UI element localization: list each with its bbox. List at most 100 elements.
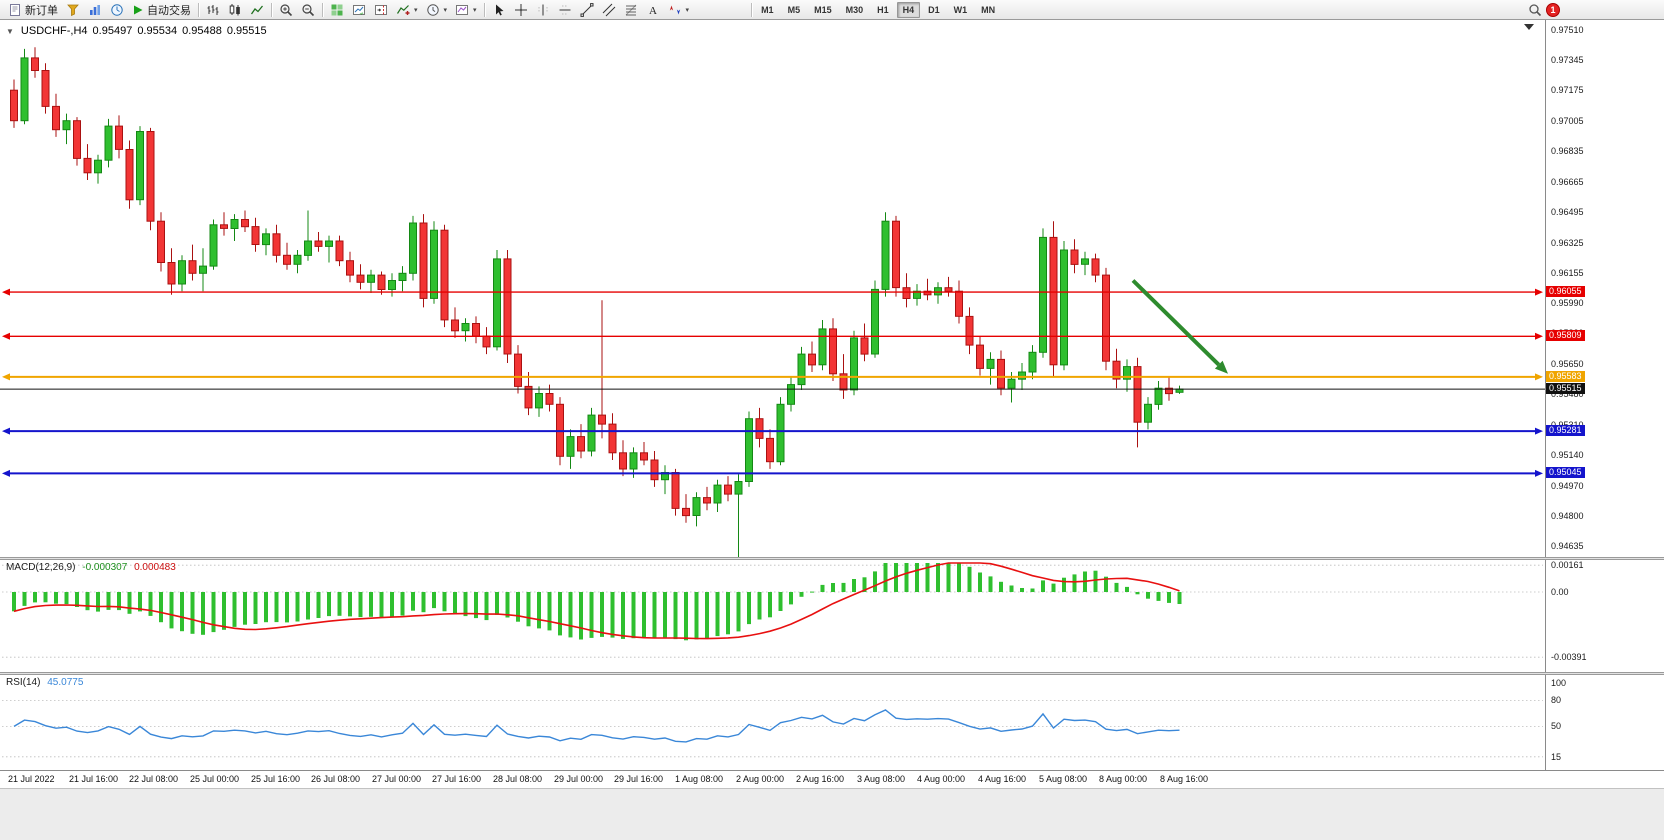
zoom-out-icon [302, 3, 315, 16]
time-axis-label: 25 Jul 00:00 [190, 774, 240, 784]
macd-plot[interactable] [0, 560, 1545, 672]
horizontal-line-object[interactable] [2, 373, 1543, 381]
indicators-button[interactable]: ▾ [392, 1, 422, 19]
timeframe-button-w1[interactable]: W1 [953, 4, 968, 15]
vertical-line-tool-button[interactable] [532, 1, 554, 19]
macd-main-value: -0.000307 [82, 562, 128, 573]
tile-windows-button[interactable] [326, 1, 348, 19]
auto-scroll-button[interactable] [348, 1, 370, 19]
price-level-badge: 0.95583 [1546, 370, 1585, 382]
price-axis-label: 0.97510 [1551, 25, 1584, 35]
bar-chart-mode-button[interactable] [202, 1, 224, 19]
timeframe-button-mn[interactable]: MN [981, 4, 996, 15]
macd-signal-line [13, 562, 1180, 640]
new-order-button[interactable]: 新订单 [4, 1, 62, 19]
price-level-badge: 0.95281 [1546, 425, 1585, 437]
cursor-tool-button[interactable] [488, 1, 510, 19]
time-axis-label: 8 Aug 16:00 [1160, 774, 1209, 784]
price-axis-label: 0.96665 [1551, 176, 1584, 187]
price-axis-label: 0.94635 [1551, 541, 1584, 551]
time-axis-label: 29 Jul 16:00 [614, 774, 664, 784]
time-axis-label: 4 Aug 16:00 [978, 774, 1027, 784]
bar-chart-icon [207, 4, 219, 15]
timeframe-button-h1[interactable]: H1 [877, 4, 889, 15]
text-tool-button[interactable]: A [642, 1, 664, 19]
fibonacci-icon [625, 4, 636, 15]
open-value: 0.95497 [92, 25, 133, 37]
navigator-button[interactable] [106, 1, 128, 19]
rsi-panel: RSI(14) 45.0775 100 80 50 15 [0, 675, 1664, 770]
channel-tool-button[interactable] [598, 1, 620, 19]
trendline-tool-button[interactable] [576, 1, 598, 19]
panel-divider[interactable] [0, 557, 1664, 560]
horizontal-line-tool-button[interactable] [554, 1, 576, 19]
horizontal-line-icon [559, 5, 571, 14]
candlestick-mode-button[interactable] [224, 1, 246, 19]
timeframe-button-m5[interactable]: M5 [787, 4, 801, 15]
autotrading-play-icon [134, 5, 143, 14]
toolbar-separator [198, 2, 199, 17]
main-toolbar: 新订单 自动交易 ▾ ▾ ▾ A ▾ M1 M5 M15 M30 H1 H4 D1 W1 MN … [0, 0, 1664, 20]
chart-shift-icon [375, 4, 387, 15]
rsi-axis-label: 100 [1551, 678, 1567, 688]
data-window-icon [90, 4, 100, 15]
price-panel: ▼ USDCHF-,H4 0.95497 0.95534 0.95488 0.9… [0, 20, 1664, 557]
chart-window: ▼ USDCHF-,H4 0.95497 0.95534 0.95488 0.9… [0, 20, 1664, 840]
horizontal-line-object[interactable] [2, 332, 1543, 340]
time-scale[interactable]: 21 Jul 2022 21 Jul 16:00 22 Jul 08:00 25 Ju… [0, 770, 1664, 788]
price-chart-plot[interactable] [0, 20, 1545, 557]
time-axis-label: 25 Jul 16:00 [251, 774, 301, 784]
time-axis-label: 2 Aug 00:00 [736, 774, 785, 784]
price-axis-label: 0.94970 [1551, 480, 1584, 491]
arrows-tool-button[interactable]: ▾ [664, 1, 694, 19]
horizontal-line-object[interactable] [2, 288, 1543, 296]
toolbar-separator [751, 2, 753, 17]
new-order-icon [10, 3, 20, 16]
crosshair-tool-button[interactable] [510, 1, 532, 19]
time-axis-label: 29 Jul 00:00 [554, 774, 604, 784]
autotrading-button[interactable]: 自动交易 [128, 1, 195, 19]
timeframe-button-d1[interactable]: D1 [928, 4, 940, 15]
time-axis-label: 26 Jul 08:00 [311, 774, 361, 784]
horizontal-line-object[interactable] [2, 427, 1543, 435]
time-axis-label: 27 Jul 00:00 [372, 774, 422, 784]
price-axis-label: 0.97005 [1551, 115, 1584, 126]
trend-arrow-object[interactable] [1131, 279, 1228, 374]
indicators-icon [396, 4, 410, 15]
price-axis-label: 0.95990 [1551, 297, 1584, 308]
time-axis-label: 21 Jul 16:00 [69, 774, 119, 784]
periods-button[interactable]: ▾ [422, 1, 452, 19]
notification-badge[interactable]: 1 [1546, 2, 1560, 17]
fibonacci-tool-button[interactable] [620, 1, 642, 19]
chart-shift-button[interactable] [370, 1, 392, 19]
data-window-button[interactable] [84, 1, 106, 19]
high-value: 0.95534 [137, 25, 178, 37]
timeframe-button-m30[interactable]: M30 [845, 4, 864, 15]
price-axis-label: 0.96325 [1551, 237, 1584, 248]
one-click-trading-toggle[interactable]: ▼ [6, 26, 14, 36]
price-axis-label: 0.95650 [1551, 358, 1584, 369]
macd-scale[interactable]: 0.00161 0.00 -0.00391 [1545, 560, 1664, 672]
clock-icon [426, 3, 439, 16]
horizontal-line-object[interactable] [2, 469, 1543, 477]
new-order-label: 新订单 [25, 4, 58, 17]
timeframe-button-m1[interactable]: M1 [761, 4, 774, 15]
price-level-badge: 0.95809 [1546, 330, 1585, 342]
rsi-plot[interactable] [0, 675, 1545, 770]
rsi-scale[interactable]: 100 80 50 15 [1545, 675, 1664, 770]
equidistant-channel-icon [602, 3, 615, 16]
panel-divider[interactable] [0, 672, 1664, 675]
price-scale[interactable]: 0.97510 0.97345 0.97175 0.97005 0.96835 0.966… [1545, 20, 1664, 557]
market-watch-button[interactable] [62, 1, 84, 19]
timeframe-toolbar: M1 M5 M15 M30 H1 H4 D1 W1 MN [755, 1, 1001, 18]
zoom-in-button[interactable] [275, 1, 297, 19]
macd-axis-label: 0.00161 [1551, 560, 1584, 571]
timeframe-button-m15[interactable]: M15 [814, 4, 832, 15]
chart-shift-marker[interactable] [1524, 24, 1534, 30]
zoom-out-button[interactable] [297, 1, 319, 19]
line-chart-mode-button[interactable] [246, 1, 268, 19]
search-button[interactable] [1524, 1, 1546, 19]
templates-button[interactable]: ▾ [451, 1, 481, 19]
timeframe-button-h4[interactable]: H4 [896, 1, 921, 18]
time-axis-label: 5 Aug 08:00 [1039, 774, 1088, 784]
